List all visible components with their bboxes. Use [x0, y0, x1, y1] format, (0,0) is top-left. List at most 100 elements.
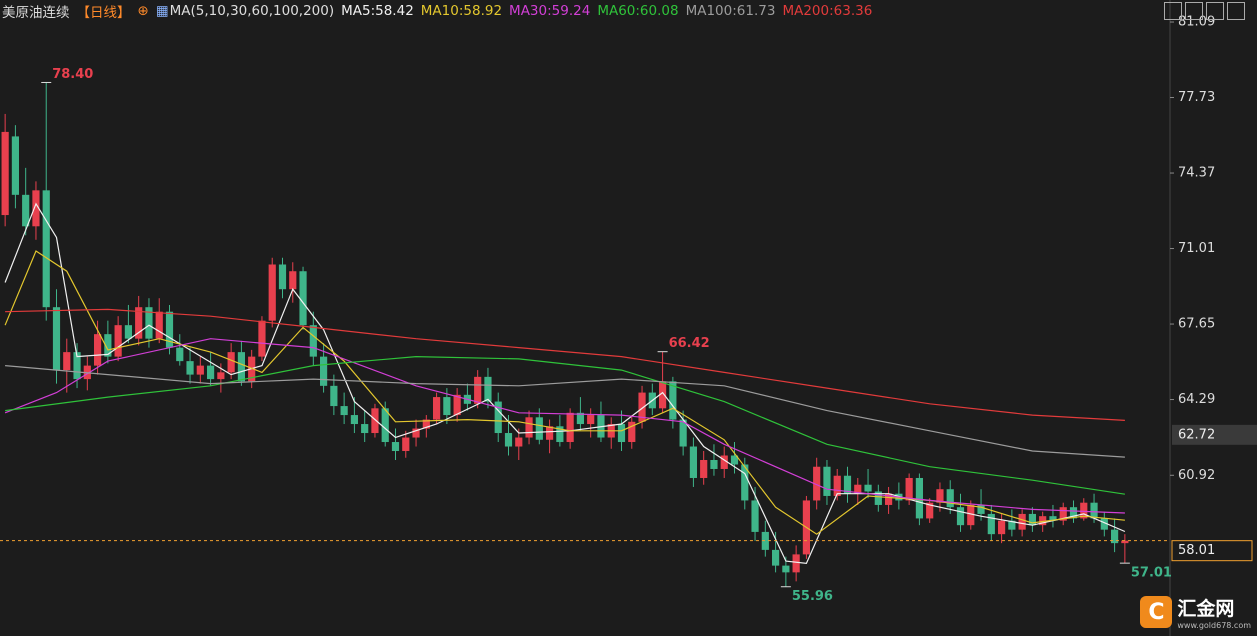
y-tick-label: 67.65: [1178, 317, 1215, 332]
ma-line: [4, 202, 1126, 565]
candle-body: [145, 307, 153, 339]
candle-body: [165, 311, 174, 348]
candle-body: [1080, 502, 1088, 519]
annotation-label: 66.42: [669, 336, 710, 351]
candle-body: [474, 376, 482, 404]
candle-body: [617, 424, 626, 443]
tool-button[interactable]: [1227, 2, 1245, 20]
y-tick-label: 77.73: [1178, 90, 1215, 105]
candle-body: [371, 408, 379, 434]
candle-body: [956, 507, 965, 526]
legend-entry: MA30:59.24: [509, 3, 591, 19]
chart-title: 美原油连续: [2, 5, 70, 21]
candle-body: [566, 412, 574, 443]
candle-body: [432, 397, 441, 420]
candle-body: [525, 417, 533, 438]
ma-line: [4, 338, 1125, 514]
candle-body: [1049, 516, 1057, 521]
candle-body: [987, 513, 995, 535]
candle-body: [227, 352, 235, 373]
candle-body: [114, 325, 122, 357]
candle-body: [52, 307, 61, 371]
candle-body: [278, 264, 287, 290]
marker-price-box: [1172, 424, 1257, 445]
candle-body: [751, 500, 759, 532]
candle-body: [309, 325, 317, 357]
legend-entry: MA200:63.36: [782, 3, 873, 19]
tool-button[interactable]: [1164, 2, 1182, 20]
indicator: MA(5,10,30,60,100,200): [169, 3, 335, 19]
candle-body: [874, 491, 882, 505]
candle-body: [1028, 513, 1037, 526]
candle-body: [638, 392, 646, 422]
candle-body: [905, 477, 913, 501]
y-tick-label: 74.37: [1178, 166, 1215, 181]
candle-body: [741, 464, 749, 501]
candle-body: [997, 520, 1006, 535]
candle-body: [63, 352, 71, 371]
candle-body: [484, 376, 492, 402]
marker-price-label: 62.72: [1178, 427, 1215, 442]
candle-body: [299, 271, 307, 326]
candle-body: [443, 397, 451, 416]
candle-body: [22, 194, 30, 227]
candle-body: [11, 136, 20, 195]
candle-body: [936, 489, 944, 503]
candle-body: [1039, 516, 1047, 526]
candle-body: [669, 381, 677, 420]
candle-body: [884, 493, 893, 505]
period: 【日线】: [76, 5, 131, 21]
candle-body: [700, 460, 708, 478]
logo-name: 汇金网: [1177, 598, 1235, 620]
candle-body: [494, 401, 502, 434]
candle-body: [381, 408, 389, 443]
candle-body: [258, 320, 266, 357]
candle-body: [854, 484, 862, 494]
candle-body: [1008, 520, 1016, 530]
candle-body: [289, 271, 297, 290]
candle-body: [545, 426, 554, 440]
logo-icon: C: [1140, 596, 1173, 628]
candle-body: [782, 565, 790, 573]
candle-body: [104, 334, 112, 357]
candle-body: [926, 502, 934, 519]
candle-body: [1110, 529, 1119, 544]
candle-body: [730, 455, 739, 465]
candle-body: [843, 475, 852, 494]
indicator-icon[interactable]: ▦: [155, 3, 169, 19]
y-tick-label: 81.09: [1178, 15, 1215, 30]
y-tick-label: 71.01: [1178, 241, 1215, 256]
tool-button[interactable]: [1206, 2, 1224, 20]
candle-body: [710, 460, 718, 469]
tool-button[interactable]: [1185, 2, 1203, 20]
candle-body: [124, 325, 133, 339]
candle-body: [556, 426, 564, 443]
candle-body: [268, 264, 276, 321]
candle-body: [813, 466, 821, 501]
candle-body: [946, 489, 954, 508]
last-price-label: 58.01: [1178, 543, 1215, 558]
candle-body: [1018, 513, 1026, 530]
candle-body: [535, 417, 543, 440]
candle-body: [761, 531, 769, 550]
candle-body: [576, 412, 585, 425]
candle-body: [135, 307, 143, 339]
legend-entry: MA60:60.08: [597, 3, 679, 19]
candle-body: [967, 504, 975, 526]
candle-body: [689, 446, 698, 478]
logo: C 汇金网 www.gold678.com: [1140, 594, 1251, 630]
ma-line: [4, 250, 1125, 535]
candle-body: [1069, 507, 1078, 519]
candle-body: [361, 424, 369, 434]
annotation-label: 57.01: [1131, 566, 1172, 581]
candle-body: [453, 394, 461, 416]
candle-body: [515, 437, 523, 447]
candle-body: [217, 372, 225, 380]
toggle-icon[interactable]: ⊕: [137, 3, 149, 19]
candle-body: [720, 455, 728, 469]
candle-body: [977, 504, 985, 514]
candle-body: [792, 554, 800, 573]
candle-body: [206, 365, 215, 380]
